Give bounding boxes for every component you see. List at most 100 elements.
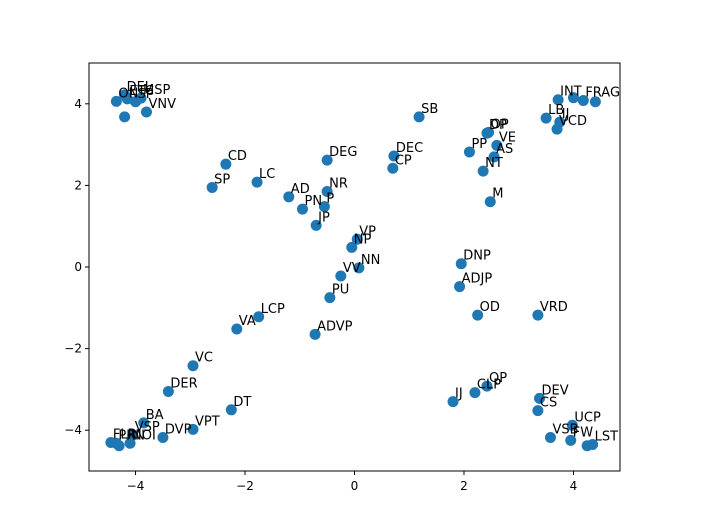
data-point [321,186,333,198]
point-label: P [326,192,334,207]
point-label: CD [228,149,247,164]
data-point [324,292,336,304]
data-point [477,165,489,177]
data-point [454,281,466,293]
data-point [309,328,321,340]
point-label: VA [239,314,256,329]
data-point [346,241,358,253]
point-label: DER [170,376,197,391]
data-point [138,417,150,429]
data-point [472,309,484,321]
point-label: VSB [552,423,578,438]
data-point [544,432,556,444]
point-label: DVP [165,423,192,438]
point-label: DP [489,118,507,133]
point-label: BA [146,408,164,423]
data-point [534,392,546,404]
point-label: PRN [118,428,145,443]
point-label: VP [359,224,376,239]
data-point [130,96,142,108]
data-point [387,162,399,174]
data-point [447,396,459,408]
data-point [187,423,199,435]
point-label: AS [496,142,513,157]
point-label: DEG [329,145,357,160]
point-label: OD [480,300,500,315]
x-tick-label: 0 [351,479,359,493]
data-point [124,437,136,449]
point-label: SP [138,87,154,102]
data-point [388,150,400,162]
data-point [251,176,263,188]
data-point [488,151,500,163]
point-label: VNV [148,97,176,112]
point-label: LC [259,167,275,182]
point-label: CP [395,153,412,168]
point-label: FW [573,425,593,440]
point-label: VE [499,130,516,145]
y-tick-label: 0 [74,260,82,274]
point-label: VV [343,261,361,276]
point-label: CLP [477,378,501,393]
data-point [231,323,243,335]
data-point [220,158,232,170]
y-tick-label: 2 [74,178,82,192]
data-point [567,92,579,104]
point-label: JP [317,210,330,225]
data-point [551,123,563,135]
data-point [162,385,174,397]
point-label: PP [471,137,487,152]
x-tick-label: −2 [236,479,254,493]
point-label: NP [354,232,372,247]
data-point [206,181,218,193]
point-label: DT [233,395,251,410]
data-point [552,94,564,106]
point-label: VPT [195,414,220,429]
x-tick-label: 4 [570,479,578,493]
point-label: M [492,187,503,202]
point-label: AD [291,182,310,197]
point-label: ON [118,86,138,101]
data-point [481,380,493,392]
point-label: FRAG [585,86,620,101]
point-label: SB [421,102,438,117]
point-label: VC [195,351,213,366]
data-point [455,258,467,270]
point-label: PU [332,283,349,298]
data-point [335,270,347,282]
point-label: LCP [261,302,285,317]
points-layer [105,89,601,452]
data-point [577,95,589,107]
point-label: LST [595,429,618,444]
data-point [110,95,122,107]
point-label: VCD [559,114,587,129]
data-point [565,434,577,446]
data-point [253,311,265,323]
data-point [540,112,552,124]
point-label: DEL [127,80,153,95]
point-label: DNP [463,249,491,264]
point-label: NOI [132,428,156,443]
data-point [119,111,131,123]
point-label: NT [485,156,503,171]
point-label: LB [548,103,564,118]
point-label: IJ [562,107,570,122]
data-point [484,196,496,208]
x-tick-label: 2 [460,479,468,493]
data-point [351,233,363,245]
point-label: FLR [113,427,137,442]
data-point [483,126,495,138]
point-label: INT [560,85,582,100]
point-label: DEC [396,141,423,156]
y-tick-label: −4 [64,423,82,437]
point-label: PN [304,194,322,209]
data-point [296,203,308,215]
point-label: UCP [574,410,601,425]
point-label: CS [540,396,557,411]
point-label: VRD [540,300,568,315]
data-point [157,432,169,444]
point-label: OP [491,117,509,132]
point-label: IJ [455,387,463,402]
